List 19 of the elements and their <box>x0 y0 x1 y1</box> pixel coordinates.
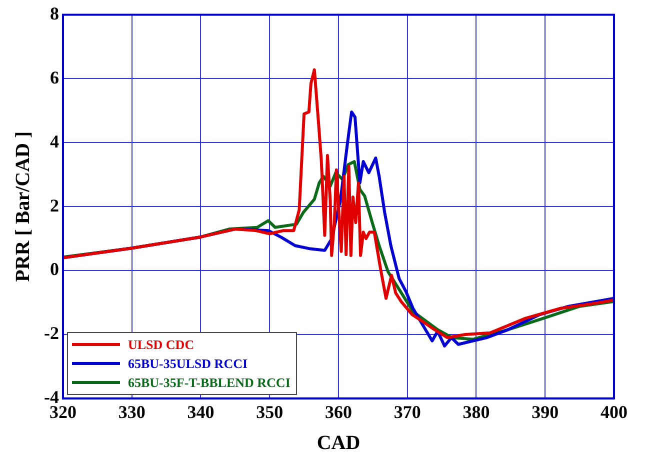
x-tick-label: 370 <box>394 402 421 422</box>
x-tick-label: 400 <box>600 402 628 422</box>
legend-label: ULSD CDC <box>128 336 194 353</box>
y-tick-label: 4 <box>50 131 59 152</box>
y-tick-label: -2 <box>44 323 59 344</box>
x-tick-label: 350 <box>256 402 284 422</box>
y-tick-label: 8 <box>50 3 59 24</box>
y-axis-title: PRR [ Bar/CAD ] <box>12 131 34 282</box>
legend-label: 65BU-35F-T-BBLEND RCCI <box>128 374 290 391</box>
x-tick-label: 380 <box>462 402 490 422</box>
x-tick-label: 360 <box>324 402 352 422</box>
x-tick-label: 390 <box>532 402 559 422</box>
legend-label: 65BU-35ULSD RCCI <box>128 356 248 372</box>
y-tick-label: 6 <box>50 67 59 88</box>
x-tick-label: 340 <box>187 402 214 422</box>
y-tick-label: 2 <box>50 195 59 216</box>
y-tick-label: 0 <box>50 259 59 280</box>
x-tick-label: 330 <box>118 402 146 422</box>
x-axis-title: CAD <box>316 432 360 454</box>
